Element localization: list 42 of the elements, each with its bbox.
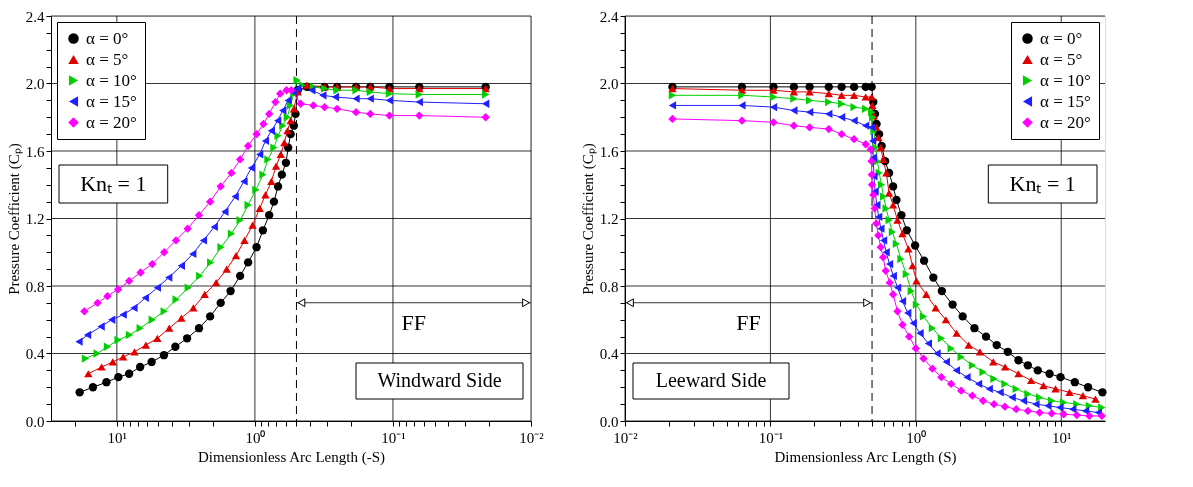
y-axis-title: Pressure Coefficient (Cₚ)	[5, 143, 23, 295]
legend-label: α = 5°	[1040, 49, 1083, 69]
y-tick-label: 0.0	[25, 413, 45, 430]
legend-label: α = 10°	[1040, 70, 1091, 90]
x-tick-label: 10⁻¹	[381, 429, 406, 446]
x-axis-title: Dimensionless Arc Length (-S)	[197, 448, 386, 466]
y-tick-label: 1.6	[599, 143, 619, 160]
annotation: Knₜ = 1	[80, 171, 147, 196]
legend-label: α = 0°	[1040, 28, 1083, 48]
y-tick-label: 2.0	[599, 76, 619, 92]
y-tick-label: 0.4	[599, 346, 619, 362]
legend-label: α = 15°	[1040, 91, 1091, 111]
y-axis-title: Pressure Coefficient (Cₚ)	[579, 143, 597, 295]
legend-label: α = 20°	[86, 112, 137, 132]
y-tick-label: 2.4	[25, 8, 45, 25]
y-tick-label: 1.6	[25, 143, 45, 160]
y-tick-label: 2.4	[599, 8, 619, 25]
legend-label: α = 0°	[86, 28, 129, 48]
y-tick-label: 0.4	[25, 346, 45, 362]
y-tick-label: 1.2	[599, 211, 619, 227]
annotation: Leeward Side	[655, 369, 767, 391]
annotation: Knₜ = 1	[1009, 171, 1076, 196]
x-tick-label: 10⁻²	[613, 429, 639, 446]
annotation: Windward Side	[377, 369, 502, 391]
x-axis-title: Dimensionless Arc Length (S)	[774, 448, 957, 466]
y-tick-label: 0.8	[599, 278, 619, 295]
y-tick-label: 1.2	[25, 211, 45, 227]
x-tick-label: 10⁻²	[519, 429, 545, 446]
y-tick-label: 0.8	[25, 278, 45, 295]
x-tick-label: 10¹	[1051, 429, 1072, 446]
annotation: FF	[401, 309, 426, 335]
x-tick-label: 10⁰	[906, 429, 927, 446]
y-tick-label: 2.0	[25, 76, 45, 92]
x-tick-label: 10⁰	[245, 429, 266, 446]
annotation: FF	[736, 309, 761, 335]
y-tick-label: 0.0	[599, 413, 619, 430]
x-tick-label: 10⁻¹	[758, 429, 784, 446]
legend-label: α = 20°	[1040, 112, 1091, 132]
x-tick-label: 10¹	[107, 429, 128, 446]
legend-label: α = 15°	[86, 91, 137, 111]
legend-label: α = 10°	[86, 70, 137, 90]
legend-label: α = 5°	[86, 49, 129, 69]
